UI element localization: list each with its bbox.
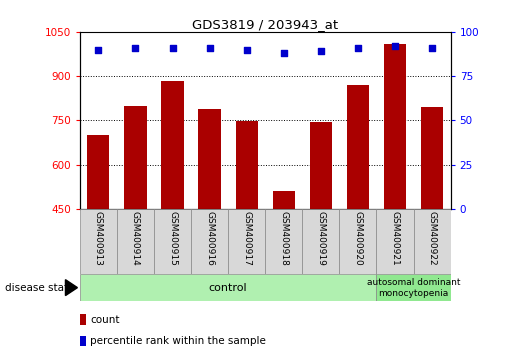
Point bbox=[428, 45, 436, 51]
Bar bbox=[414, 209, 451, 274]
Bar bbox=[87, 135, 110, 209]
Bar bbox=[421, 107, 443, 209]
Text: GSM400916: GSM400916 bbox=[205, 211, 214, 266]
Bar bbox=[272, 191, 295, 209]
Text: GSM400920: GSM400920 bbox=[353, 211, 363, 266]
Bar bbox=[235, 121, 258, 209]
Bar bbox=[265, 209, 302, 274]
Point bbox=[131, 45, 140, 51]
Bar bbox=[161, 80, 184, 209]
Bar bbox=[384, 44, 406, 209]
Text: control: control bbox=[209, 282, 248, 293]
Bar bbox=[80, 336, 87, 346]
Text: GSM400915: GSM400915 bbox=[168, 211, 177, 266]
Text: disease state: disease state bbox=[5, 282, 75, 293]
Text: GSM400917: GSM400917 bbox=[242, 211, 251, 266]
Point bbox=[205, 45, 214, 51]
Bar bbox=[80, 274, 376, 301]
Text: GSM400922: GSM400922 bbox=[427, 211, 437, 266]
Point bbox=[317, 48, 325, 54]
Bar bbox=[376, 209, 414, 274]
Bar bbox=[228, 209, 265, 274]
Bar bbox=[124, 105, 147, 209]
Bar bbox=[347, 85, 369, 209]
Text: GSM400919: GSM400919 bbox=[316, 211, 325, 266]
Point bbox=[354, 45, 362, 51]
Bar bbox=[117, 209, 154, 274]
Text: percentile rank within the sample: percentile rank within the sample bbox=[90, 336, 266, 346]
Bar bbox=[302, 209, 339, 274]
Text: count: count bbox=[90, 315, 119, 325]
Point bbox=[243, 47, 251, 52]
Text: GSM400913: GSM400913 bbox=[94, 211, 103, 266]
Bar bbox=[80, 209, 117, 274]
Point bbox=[280, 50, 288, 56]
Polygon shape bbox=[65, 280, 77, 296]
Text: GSM400914: GSM400914 bbox=[131, 211, 140, 266]
Point bbox=[391, 43, 399, 49]
Point bbox=[168, 45, 177, 51]
Bar bbox=[339, 209, 376, 274]
Text: GSM400921: GSM400921 bbox=[390, 211, 400, 266]
Point bbox=[94, 47, 102, 52]
Bar bbox=[376, 274, 451, 301]
Bar bbox=[198, 109, 221, 209]
Bar bbox=[191, 209, 228, 274]
Bar bbox=[80, 314, 87, 325]
Bar bbox=[310, 122, 332, 209]
Text: autosomal dominant
monocytopenia: autosomal dominant monocytopenia bbox=[367, 278, 460, 298]
Bar bbox=[154, 209, 191, 274]
Text: GSM400918: GSM400918 bbox=[279, 211, 288, 266]
Title: GDS3819 / 203943_at: GDS3819 / 203943_at bbox=[192, 18, 338, 31]
